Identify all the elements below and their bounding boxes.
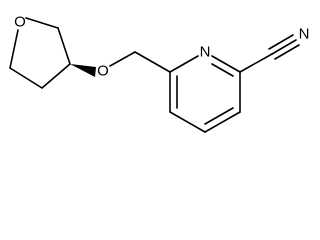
bond bbox=[211, 55, 241, 73]
atom-label: O bbox=[14, 14, 26, 31]
bond bbox=[169, 55, 199, 73]
bond bbox=[274, 44, 300, 60]
bond bbox=[204, 111, 241, 133]
bond bbox=[204, 107, 234, 125]
bond bbox=[9, 67, 43, 89]
bond bbox=[109, 51, 136, 67]
bond bbox=[41, 63, 71, 89]
bond bbox=[57, 27, 71, 65]
bond bbox=[169, 111, 206, 133]
bond bbox=[211, 63, 234, 77]
bond bbox=[25, 17, 59, 29]
atom-label: O bbox=[97, 63, 109, 80]
bond bbox=[239, 53, 273, 73]
bond bbox=[271, 39, 297, 55]
wedge-bond bbox=[70, 64, 96, 77]
atom-labels: O O N N bbox=[14, 14, 309, 80]
atom-label: N bbox=[299, 26, 310, 43]
bond bbox=[134, 51, 171, 73]
molecule-diagram: O O N N bbox=[9, 14, 309, 133]
atom-label: N bbox=[200, 44, 211, 61]
bonds bbox=[9, 17, 300, 133]
bond bbox=[9, 29, 19, 69]
bond bbox=[268, 34, 294, 50]
